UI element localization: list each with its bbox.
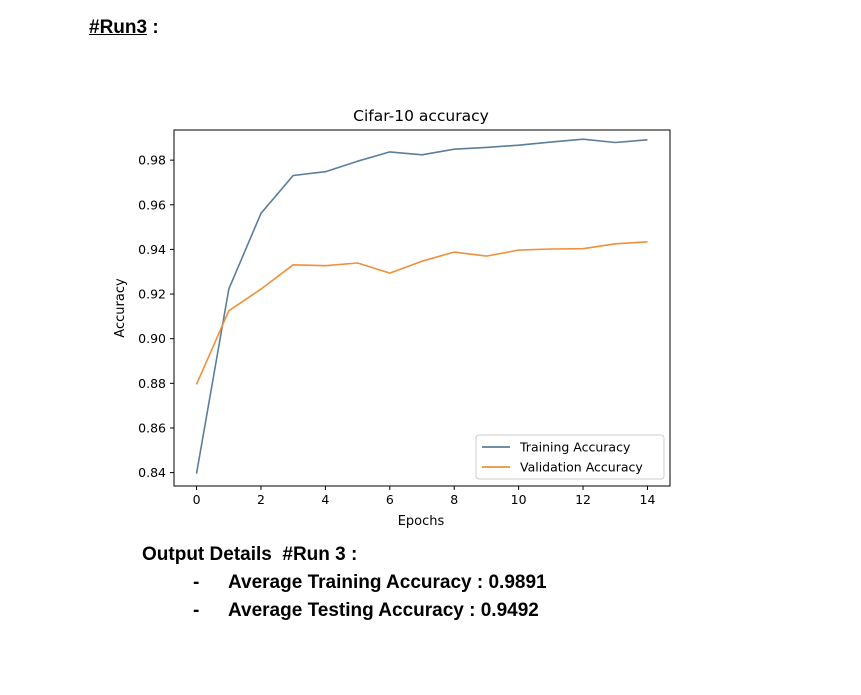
plot-lines — [195, 138, 648, 474]
y-tick-label: 0.90 — [138, 331, 166, 346]
detail-item-training: - Average Training Accuracy : 0.9891 — [142, 572, 547, 600]
series-line-training — [195, 138, 648, 474]
y-tick-label: 0.96 — [138, 197, 166, 212]
x-tick-label: 14 — [640, 492, 656, 507]
x-tick-label: 6 — [386, 492, 394, 507]
detail-text-testing: Average Testing Accuracy : 0.9492 — [228, 600, 539, 621]
x-tick-label: 4 — [321, 492, 329, 507]
legend-label: Training Accuracy — [519, 440, 631, 455]
accuracy-chart: Cifar-10 accuracy 0 2 4 6 8 10 12 14 0.840.860.… — [113, 107, 671, 529]
y-tick-label: 0.86 — [138, 420, 166, 435]
y-tick-label: 0.94 — [138, 242, 166, 257]
detail-bullet: - — [193, 600, 200, 621]
y-axis-ticks: 0.84 0.86 0.88 0.90 0.92 0.94 0.96 0.98 — [138, 153, 174, 480]
plot-frame — [173, 129, 671, 487]
detail-item-testing: - Average Testing Accuracy : 0.9492 — [142, 600, 539, 628]
output-details-title: Output Details #Run 3 : — [142, 544, 358, 565]
series-line-validation — [195, 241, 648, 385]
x-tick-label: 12 — [575, 492, 591, 507]
legend-label: Validation Accuracy — [520, 460, 643, 475]
x-tick-label: 2 — [257, 492, 265, 507]
chart-title: Cifar-10 accuracy — [353, 107, 489, 125]
y-tick-label: 0.92 — [138, 287, 166, 302]
x-axis-ticks: 0 2 4 6 8 10 12 14 — [193, 486, 656, 507]
run-heading: #Run3 : — [89, 17, 159, 39]
legend-box — [475, 434, 665, 480]
chart-legend: Training Accuracy Validation Accuracy — [475, 434, 665, 480]
detail-text-training: Average Training Accuracy : 0.9891 — [228, 572, 547, 593]
y-tick-label: 0.88 — [138, 376, 166, 391]
run-heading-label: #Run3 — [89, 17, 148, 38]
x-axis-label: Epochs — [398, 514, 445, 529]
y-tick-label: 0.84 — [138, 465, 166, 480]
output-details: Output Details #Run 3 : - Average Traini… — [142, 544, 547, 628]
x-tick-label: 0 — [193, 492, 201, 507]
run-heading-suffix: : — [147, 17, 159, 38]
y-tick-label: 0.98 — [138, 153, 166, 168]
x-tick-label: 8 — [450, 492, 458, 507]
y-axis-label: Accuracy — [113, 278, 128, 338]
x-tick-label: 10 — [511, 492, 527, 507]
detail-bullet: - — [193, 572, 200, 593]
